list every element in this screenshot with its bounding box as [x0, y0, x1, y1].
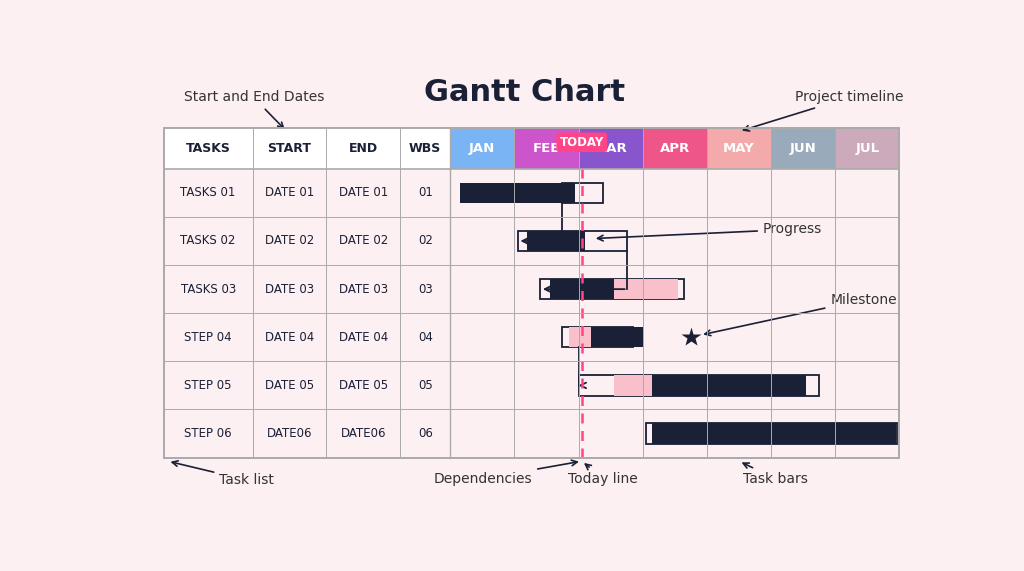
Text: STEP 05: STEP 05 [184, 379, 231, 392]
Bar [652, 375, 806, 396]
Bar [562, 183, 603, 203]
Bar [164, 169, 899, 457]
Text: Gantt Chart: Gantt Chart [424, 78, 626, 107]
Text: DATE 05: DATE 05 [339, 379, 388, 392]
Text: DATE 03: DATE 03 [265, 283, 314, 296]
Bar [569, 327, 603, 347]
Text: DATE 02: DATE 02 [339, 235, 388, 247]
Bar [514, 128, 579, 169]
Text: JUN: JUN [790, 142, 816, 155]
Text: 02: 02 [418, 235, 433, 247]
Bar [527, 231, 585, 251]
Bar [460, 183, 575, 203]
Text: 05: 05 [418, 379, 432, 392]
Text: DATE 01: DATE 01 [339, 186, 388, 199]
Bar [579, 375, 819, 396]
Text: END: END [349, 142, 378, 155]
Text: STEP 04: STEP 04 [184, 331, 232, 344]
Bar [613, 279, 678, 299]
Text: JAN: JAN [469, 142, 496, 155]
Text: TASKS 02: TASKS 02 [180, 235, 236, 247]
Bar [592, 327, 643, 347]
Text: DATE 05: DATE 05 [265, 379, 314, 392]
Text: APR: APR [659, 142, 690, 155]
Text: TASKS 03: TASKS 03 [180, 283, 236, 296]
Bar [540, 279, 684, 299]
Text: 06: 06 [418, 427, 433, 440]
Bar [164, 128, 451, 169]
Bar [550, 279, 613, 299]
Bar [646, 424, 897, 444]
Bar [707, 128, 771, 169]
Text: DATE 03: DATE 03 [339, 283, 388, 296]
Text: DATE 04: DATE 04 [265, 331, 314, 344]
Bar [451, 128, 514, 169]
Text: DATE06: DATE06 [341, 427, 386, 440]
Text: Project timeline: Project timeline [743, 90, 903, 131]
Text: Progress: Progress [598, 222, 822, 241]
Bar [652, 424, 896, 444]
Bar [771, 128, 836, 169]
Bar [836, 128, 899, 169]
Text: Task bars: Task bars [743, 463, 808, 486]
Text: DATE 01: DATE 01 [265, 186, 314, 199]
Text: WBS: WBS [409, 142, 441, 155]
Text: Dependencies: Dependencies [433, 460, 578, 486]
Text: 04: 04 [418, 331, 433, 344]
Bar [164, 128, 899, 457]
Bar [579, 128, 643, 169]
Bar [517, 231, 627, 251]
Text: FEB: FEB [532, 142, 561, 155]
Text: DATE 04: DATE 04 [339, 331, 388, 344]
Text: TODAY: TODAY [560, 136, 604, 149]
Text: TASKS: TASKS [185, 142, 230, 155]
Text: Milestone: Milestone [705, 293, 897, 336]
Text: DATE06: DATE06 [266, 427, 312, 440]
Bar [562, 327, 633, 347]
Text: START: START [267, 142, 311, 155]
Bar [643, 128, 707, 169]
Text: TASKS 01: TASKS 01 [180, 186, 236, 199]
Text: MAY: MAY [723, 142, 755, 155]
Text: 03: 03 [418, 283, 432, 296]
Text: Start and End Dates: Start and End Dates [183, 90, 324, 128]
Text: DATE 02: DATE 02 [265, 235, 314, 247]
Text: MAR: MAR [594, 142, 628, 155]
Text: Task list: Task list [172, 461, 274, 487]
Text: 01: 01 [418, 186, 433, 199]
Bar [613, 375, 652, 396]
Text: STEP 06: STEP 06 [184, 427, 232, 440]
Text: JUL: JUL [855, 142, 880, 155]
Text: Today line: Today line [568, 464, 638, 486]
